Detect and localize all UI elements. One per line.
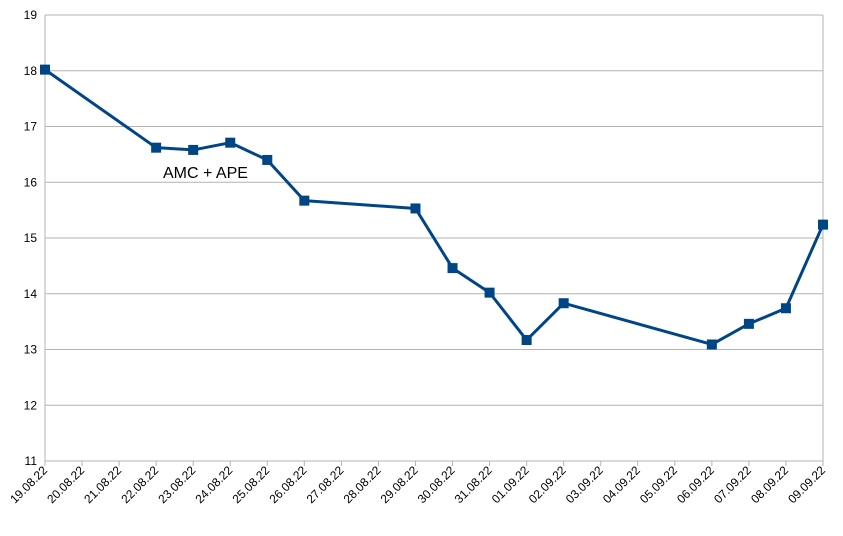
data-point [447,263,458,274]
data-point [780,303,791,314]
chart-annotation: AMC + APE [163,165,248,182]
data-point [225,137,236,148]
x-tick-label: 06.09.22 [674,463,717,506]
y-tick-label: 19 [24,8,38,22]
data-point [706,339,717,350]
data-point [151,142,162,153]
x-tick-label: 02.09.22 [526,463,569,506]
x-tick-label: 31.08.22 [452,463,495,506]
x-tick-label: 27.08.22 [304,463,347,506]
data-point [743,318,754,329]
y-tick-label: 13 [24,343,38,357]
x-tick-label: 05.09.22 [637,463,680,506]
x-tick-label: 29.08.22 [378,463,421,506]
y-tick-labels: 11 12 13 14 15 16 17 18 19 [24,8,38,468]
y-tick-label: 12 [24,398,38,412]
x-tick-label: 08.09.22 [748,463,791,506]
y-tick-label: 16 [24,175,38,189]
x-tick-label: 30.08.22 [415,463,458,506]
x-tick-label: 28.08.22 [341,463,384,506]
data-point [188,144,199,155]
series-line [44,68,825,346]
data-point [521,335,532,346]
x-tick-label: 20.08.22 [44,463,87,506]
x-tick-label: 01.09.22 [489,463,532,506]
data-point [558,298,569,309]
x-tick-label: 26.08.22 [267,463,310,506]
y-tick-label: 18 [24,64,38,78]
x-tick-labels: 19.08.2220.08.2221.08.2222.08.2223.08.22… [7,463,828,506]
data-point [818,219,828,230]
y-tick-label: 11 [25,454,38,468]
x-tick-label: 22.08.22 [118,463,161,506]
series [40,64,828,350]
x-tick-label: 04.09.22 [600,463,643,506]
x-tick-label: 07.09.22 [711,463,754,506]
axes [44,15,824,466]
x-tick-label: 03.09.22 [563,463,606,506]
data-point [484,287,495,298]
x-tick-label: 19.08.22 [7,463,50,506]
x-tick-label: 09.09.22 [785,463,828,506]
x-tick-label: 21.08.22 [81,463,124,506]
y-tick-label: 15 [24,231,38,245]
data-point [40,64,50,75]
x-tick-label: 24.08.22 [192,463,235,506]
x-tick-label: 25.08.22 [229,463,272,506]
x-tick-label: 23.08.22 [155,463,198,506]
data-point [299,195,310,206]
y-tick-label: 14 [24,287,38,301]
y-tick-label: 17 [24,120,38,134]
data-point [410,203,421,214]
data-point [262,154,273,165]
